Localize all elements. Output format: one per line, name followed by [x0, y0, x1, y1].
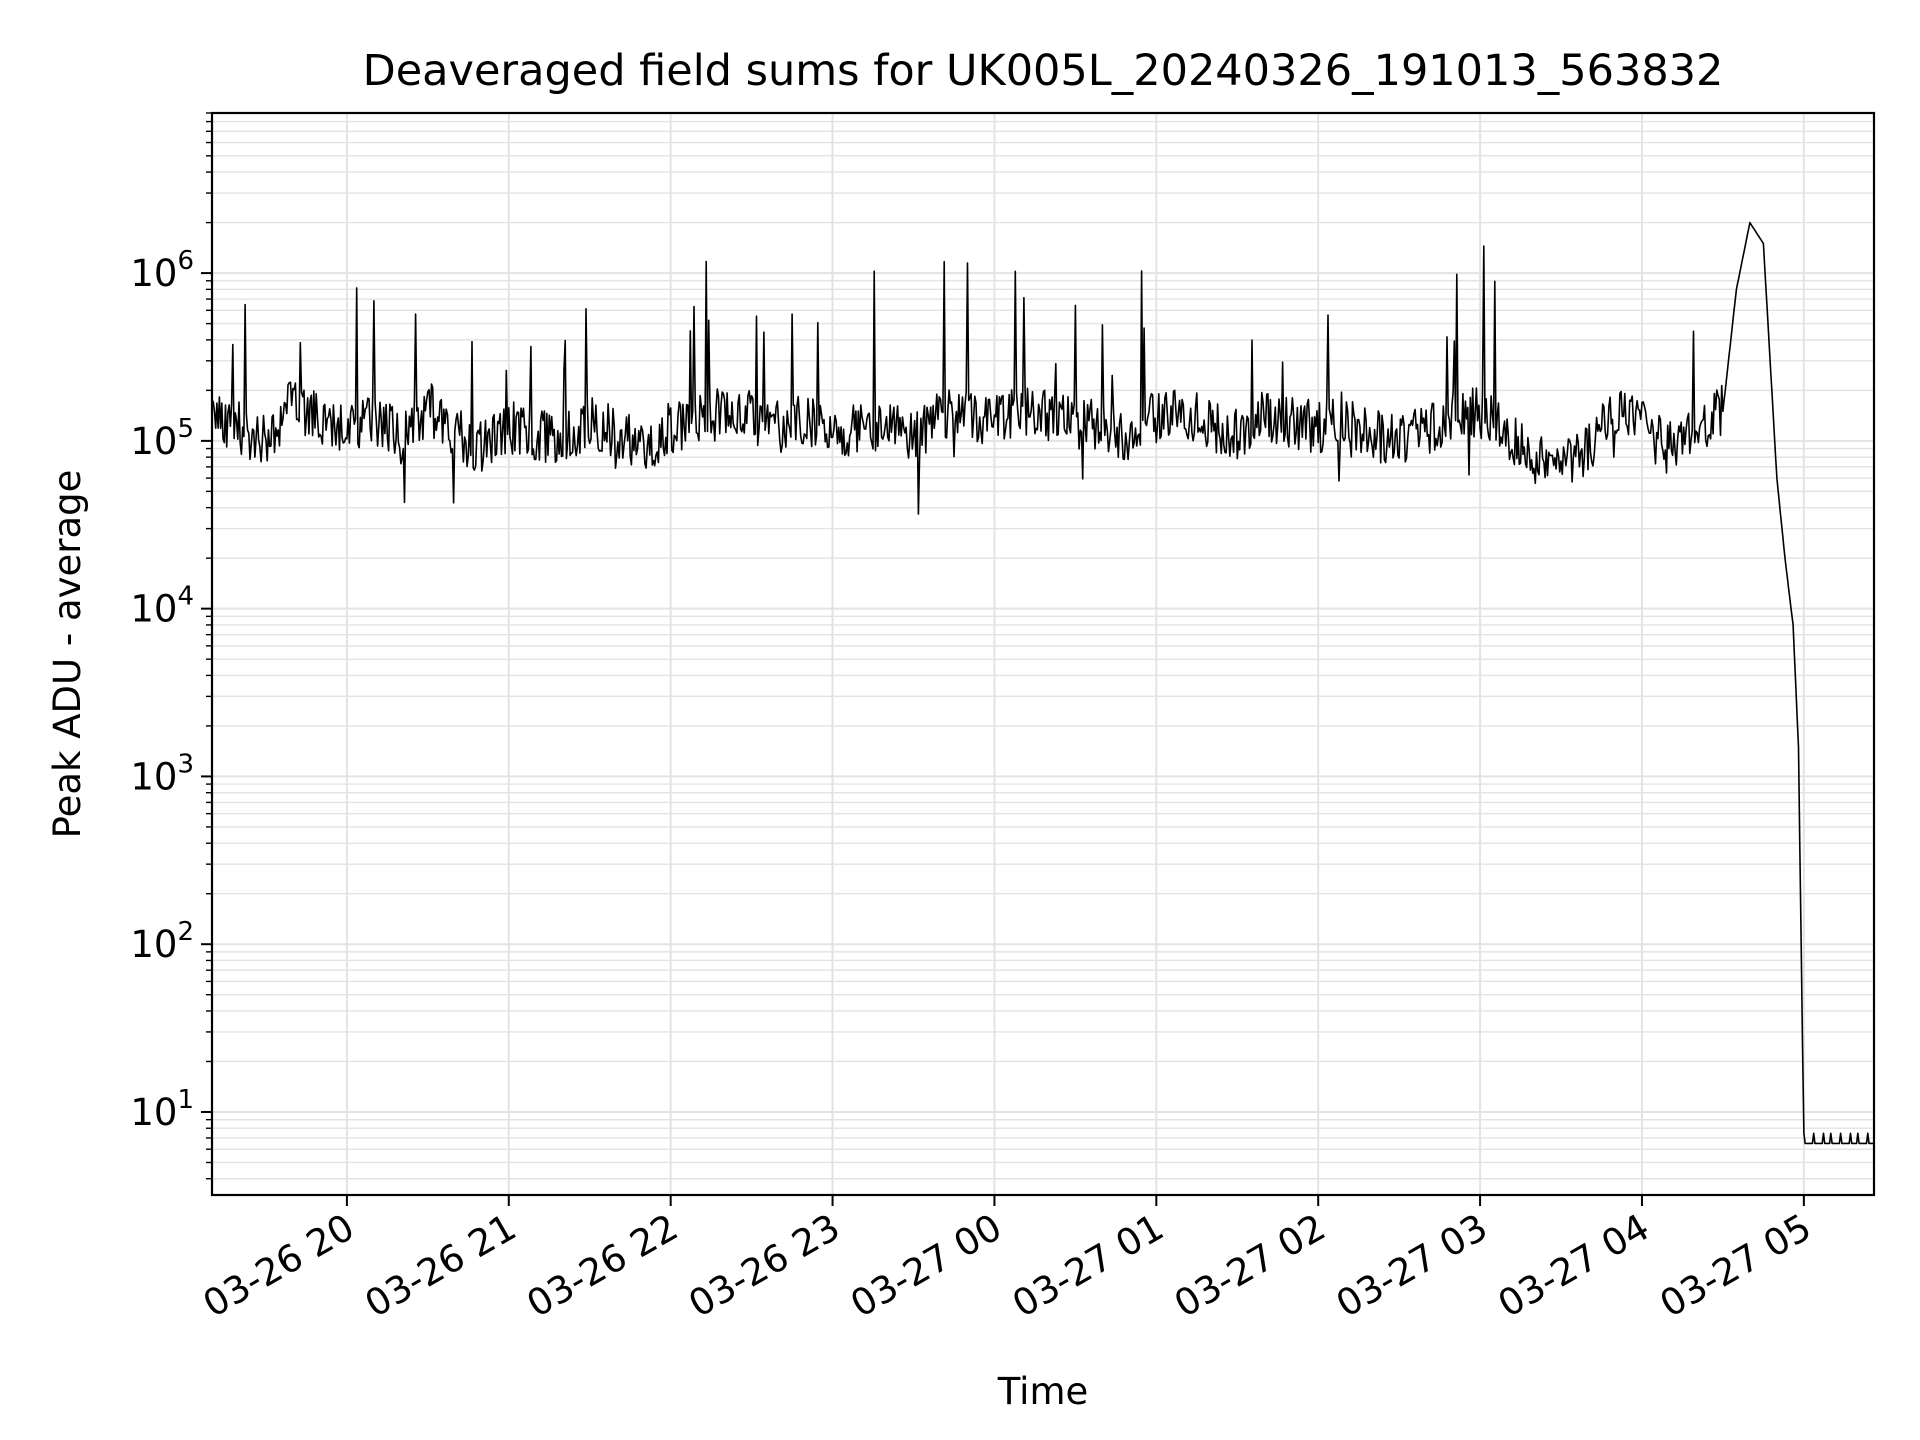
- series-line: [211, 221, 1874, 1145]
- y-tick-label: 102: [130, 917, 194, 966]
- axes-frame: [210, 111, 1876, 1197]
- grid-lines: [212, 112, 1874, 1195]
- y-axis-ticks: 101 102 103 104 105 106: [130, 112, 212, 1180]
- y-tick-label: 101: [130, 1085, 194, 1134]
- y-tick-label: 103: [130, 749, 194, 798]
- x-axis-label: Time: [997, 1370, 1089, 1413]
- y-tick-label: 104: [130, 582, 194, 631]
- y-axis-label: Peak ADU - average: [46, 470, 89, 839]
- y-tick-label: 105: [130, 414, 194, 463]
- chart-title: Deaveraged field sums for UK005L_2024032…: [363, 46, 1724, 96]
- plot-area: [211, 221, 1874, 1145]
- y-tick-label: 106: [130, 246, 194, 295]
